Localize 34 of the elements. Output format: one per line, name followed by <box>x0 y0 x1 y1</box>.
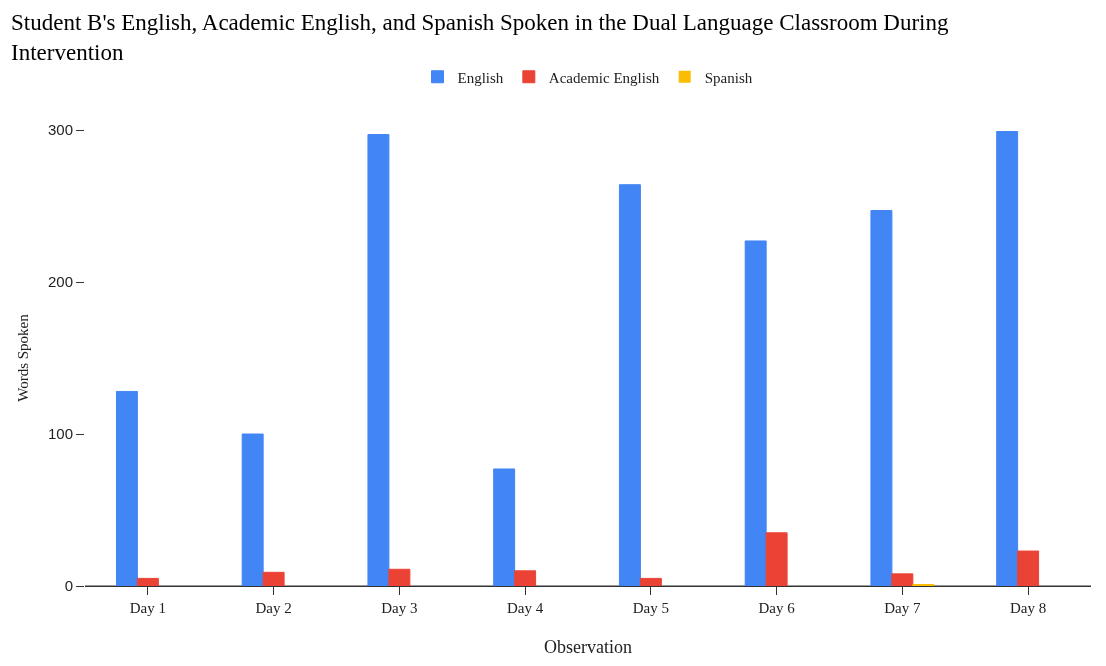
x-tick-label: Day 6 <box>758 600 796 616</box>
y-axis-title: Words Spoken <box>15 313 32 402</box>
legend-label: Academic English <box>548 69 660 86</box>
y-tick-label: 100 <box>47 425 73 443</box>
chart-title: Student B's English, Academic English, and Spanish Spoken in the Dual Language Classroom During Intervention <box>11 9 950 65</box>
bar <box>870 210 893 586</box>
x-tick-label: Day 2 <box>255 600 292 616</box>
x-tick-label: Day 1 <box>129 600 167 616</box>
legend-label: English <box>457 69 504 86</box>
bar <box>514 570 537 586</box>
y-tick-label: 200 <box>47 273 73 291</box>
bar <box>493 468 516 586</box>
bar <box>618 184 641 586</box>
legend-label: Spanish <box>704 69 753 86</box>
x-tick-label: Day 5 <box>632 600 670 616</box>
y-tick-label: 300 <box>47 121 73 139</box>
x-tick-label: Day 8 <box>1010 600 1047 616</box>
bar <box>262 571 285 586</box>
bar <box>996 131 1019 586</box>
bar <box>744 240 767 586</box>
x-tick-label: Day 4 <box>507 600 544 616</box>
y-tick-label: 0 <box>64 577 73 595</box>
x-tick-label: Day 7 <box>884 600 921 616</box>
bar <box>639 577 662 586</box>
bar <box>891 573 914 586</box>
x-axis-title: Observation <box>544 637 632 658</box>
bar <box>765 532 788 586</box>
bar <box>241 433 264 586</box>
bar <box>115 390 138 586</box>
bar <box>367 134 390 586</box>
bar <box>388 568 411 586</box>
bar <box>1017 550 1040 586</box>
bar <box>136 577 159 586</box>
x-tick-label: Day 3 <box>381 600 418 616</box>
